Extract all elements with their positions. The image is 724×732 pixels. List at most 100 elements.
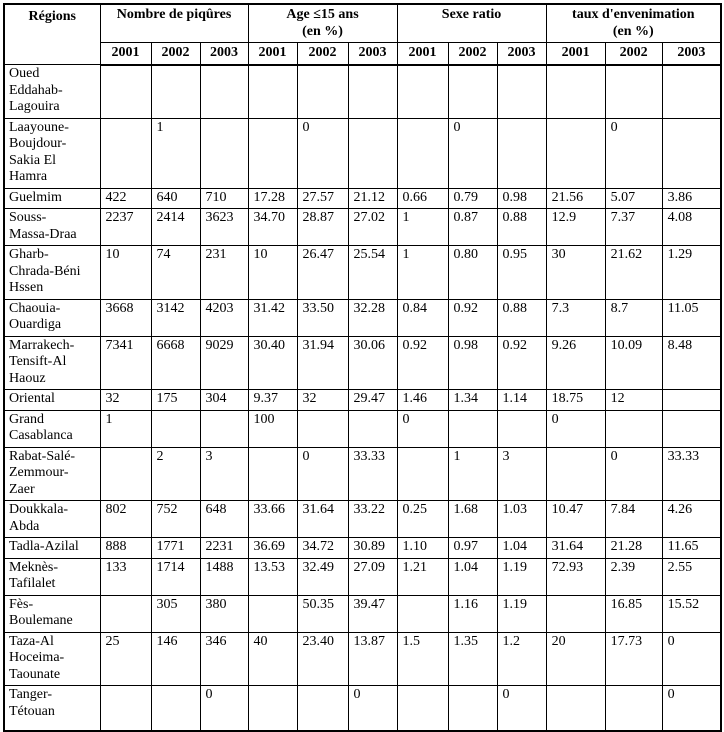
value-cell: 16.85 [604,594,663,633]
value-cell [150,409,201,448]
value-cell: 74 [150,245,201,300]
value-cell: 1.46 [396,389,449,411]
column-header-regions: Régions [3,3,101,65]
value-cell: 1 [396,245,449,300]
value-cell: 0.80 [447,245,498,300]
value-cell: 0.84 [396,298,449,337]
year-header-cell: 2003 [347,42,398,66]
value-cell: 0 [396,409,449,448]
document-page: Régions Nombre de piqûres Age ≤15 ans (e… [3,3,723,732]
value-cell: 304 [199,389,249,411]
value-cell [247,117,298,189]
value-cell: 7.84 [604,500,663,538]
value-cell: 40 [247,631,298,686]
value-cell: 802 [99,500,152,538]
year-header-cell: 2002 [447,42,498,66]
value-cell: 33.33 [661,446,722,501]
year-header-cell: 2002 [604,42,663,66]
value-cell: 0.87 [447,208,498,246]
value-cell: 50.35 [296,594,349,633]
value-cell: 0.88 [496,298,547,337]
value-cell [247,64,298,119]
value-cell: 9.26 [545,335,606,390]
value-cell: 3623 [199,208,249,246]
value-cell: 640 [150,187,201,209]
year-header-cell: 2003 [496,42,547,66]
value-cell: 1714 [150,557,201,596]
value-cell: 30 [545,245,606,300]
value-cell: 33.66 [247,500,298,538]
value-cell: 0.97 [447,537,498,559]
value-cell: 100 [247,409,298,448]
value-cell [661,409,722,448]
value-cell: 1 [99,409,152,448]
value-cell: 10 [99,245,152,300]
regions-statistics-table: Régions Nombre de piqûres Age ≤15 ans (e… [3,3,723,732]
value-cell: 20 [545,631,606,686]
value-cell: 648 [199,500,249,538]
table-row: Fès-Boulemane 305 380 50.35 39.47 1.16 1.19 16.… [3,594,722,633]
value-cell: 0.98 [496,187,547,209]
region-cell: Laayoune-Boujdour-Sakia El Hamra [3,117,101,189]
value-cell [150,685,201,731]
year-header-cell: 2001 [396,42,449,66]
value-cell: 0.92 [447,298,498,337]
value-cell [545,446,606,501]
value-cell: 29.47 [347,389,398,411]
value-cell: 0 [296,117,349,189]
value-cell: 11.05 [661,298,722,337]
region-cell: Marrakech-Tensift-Al Haouz [3,335,101,390]
value-cell: 3.86 [661,187,722,209]
value-cell: 1.68 [447,500,498,538]
value-cell: 1.04 [447,557,498,596]
value-cell [99,446,152,501]
group-header-piqures: Nombre de piqûres [99,3,249,43]
value-cell: 1.29 [661,245,722,300]
value-cell: 1 [396,208,449,246]
value-cell [447,685,498,731]
group-header-envenimation: taux d'envenimation (en %) [545,3,722,43]
value-cell [447,409,498,448]
value-cell: 39.47 [347,594,398,633]
value-cell: 17.28 [247,187,298,209]
value-cell [661,64,722,119]
value-cell: 10.47 [545,500,606,538]
year-header-cell: 2003 [199,42,249,66]
value-cell: 1.16 [447,594,498,633]
value-cell: 21.62 [604,245,663,300]
value-cell [99,117,152,189]
value-cell: 30.89 [347,537,398,559]
value-cell: 0 [661,631,722,686]
value-cell [496,64,547,119]
region-cell: Fès-Boulemane [3,594,101,633]
value-cell [247,594,298,633]
year-header-cell: 2001 [545,42,606,66]
value-cell: 0.25 [396,500,449,538]
value-cell: 7.37 [604,208,663,246]
value-cell: 0.92 [396,335,449,390]
value-cell [199,64,249,119]
value-cell [396,685,449,731]
value-cell: 23.40 [296,631,349,686]
value-cell: 3 [496,446,547,501]
value-cell: 34.72 [296,537,349,559]
group-label: Age ≤15 ans [286,7,359,22]
value-cell [99,685,152,731]
table-row: Grand Casablanca 1 100 0 0 [3,409,722,448]
value-cell: 27.02 [347,208,398,246]
value-cell: 0 [496,685,547,731]
region-cell: Tanger-Tétouan [3,685,101,731]
value-cell: 1488 [199,557,249,596]
value-cell: 175 [150,389,201,411]
value-cell: 1.19 [496,557,547,596]
value-cell: 1 [447,446,498,501]
value-cell: 3668 [99,298,152,337]
year-header-cell: 2002 [150,42,201,66]
region-cell: Meknès-Tafilalet [3,557,101,596]
region-cell: Souss-Massa-Draa [3,208,101,246]
value-cell: 752 [150,500,201,538]
group-header-age: Age ≤15 ans (en %) [247,3,398,43]
value-cell: 5.07 [604,187,663,209]
value-cell [347,117,398,189]
value-cell: 31.42 [247,298,298,337]
